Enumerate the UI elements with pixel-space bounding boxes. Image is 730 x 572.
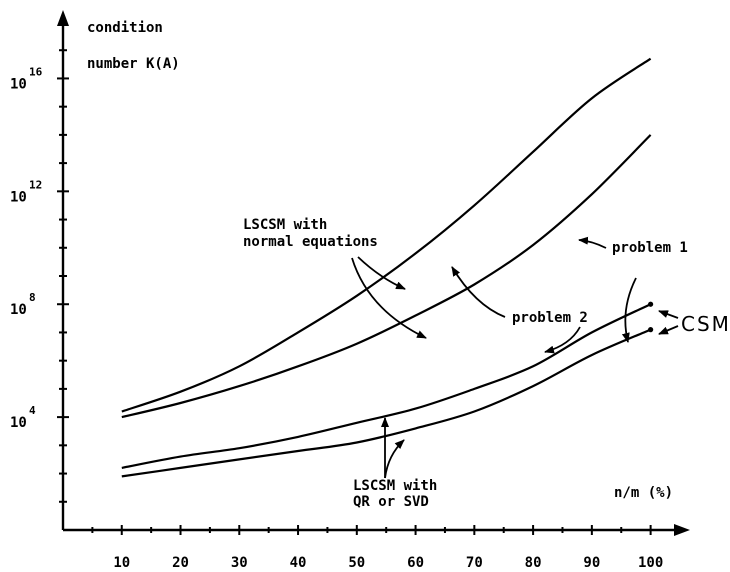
- series-curve-2: [121, 134, 652, 419]
- annotations: LSCSM with normal equations problem 1 pr…: [243, 217, 730, 510]
- y-tick-label-base: 10: [10, 415, 27, 431]
- series-curve-3: [121, 303, 652, 469]
- annotation-lscsm-normal-line2: normal equations: [243, 234, 378, 250]
- y-axis-arrowhead: [57, 10, 69, 26]
- arrow-problem1: [578, 236, 607, 249]
- x-tick-label: 80: [525, 555, 542, 571]
- x-tick-label: 10: [113, 555, 130, 571]
- annotation-lscsm-qr-line2: QR or SVD: [353, 494, 429, 510]
- x-tick-label: 30: [231, 555, 248, 571]
- arrow-csm-upper: [658, 310, 679, 319]
- x-tick-label: 60: [407, 555, 424, 571]
- x-ticks: 10 20 30 40 50 60 70 80 90 100: [91, 525, 663, 571]
- x-tick-label: 50: [348, 555, 365, 571]
- x-tick-label: 70: [466, 555, 483, 571]
- annotation-problem1: problem 1: [612, 240, 688, 256]
- arrow-problem2-up: [451, 266, 506, 318]
- series-curve-4: [121, 328, 652, 478]
- y-tick-label-exponent: 4: [29, 404, 36, 417]
- x-tick-label: 40: [290, 555, 307, 571]
- axes: [57, 10, 690, 536]
- y-tick-label-base: 10: [10, 302, 27, 318]
- arrow-csm-lower: [658, 325, 679, 335]
- x-tick-label: 100: [638, 555, 663, 571]
- series-curve-1: [121, 57, 652, 413]
- arrow-to-lower-curve: [351, 257, 427, 339]
- y-tick-label-exponent: 16: [29, 65, 43, 78]
- arrow-problem1-curve: [621, 277, 637, 343]
- annotation-csm: CSM: [681, 312, 730, 336]
- curves: [121, 57, 654, 478]
- series-endpoint-4: [648, 327, 654, 333]
- annotation-lscsm-qr-line1: LSCSM with: [353, 478, 437, 494]
- y-tick-label-exponent: 12: [29, 178, 42, 191]
- annotation-problem2: problem 2: [512, 310, 588, 326]
- arrow-qr-lower: [384, 439, 405, 479]
- y-tick-label-base: 10: [10, 189, 27, 205]
- annotation-lscsm-normal-line1: LSCSM with: [243, 217, 327, 233]
- arrow-problem2-down: [544, 326, 581, 354]
- x-axis-arrowhead: [674, 524, 690, 536]
- y-tick-label-base: 10: [10, 76, 27, 92]
- series-endpoint-3: [648, 301, 654, 307]
- x-tick-label: 20: [172, 555, 189, 571]
- y-axis-label-line2: number K(A): [87, 56, 180, 72]
- x-tick-label: 90: [583, 555, 600, 571]
- x-axis-label: n/m (%): [614, 485, 673, 501]
- y-tick-label-exponent: 8: [29, 291, 36, 304]
- arrow-to-upper-curve: [357, 256, 406, 290]
- y-axis-label-line1: condition: [87, 20, 163, 36]
